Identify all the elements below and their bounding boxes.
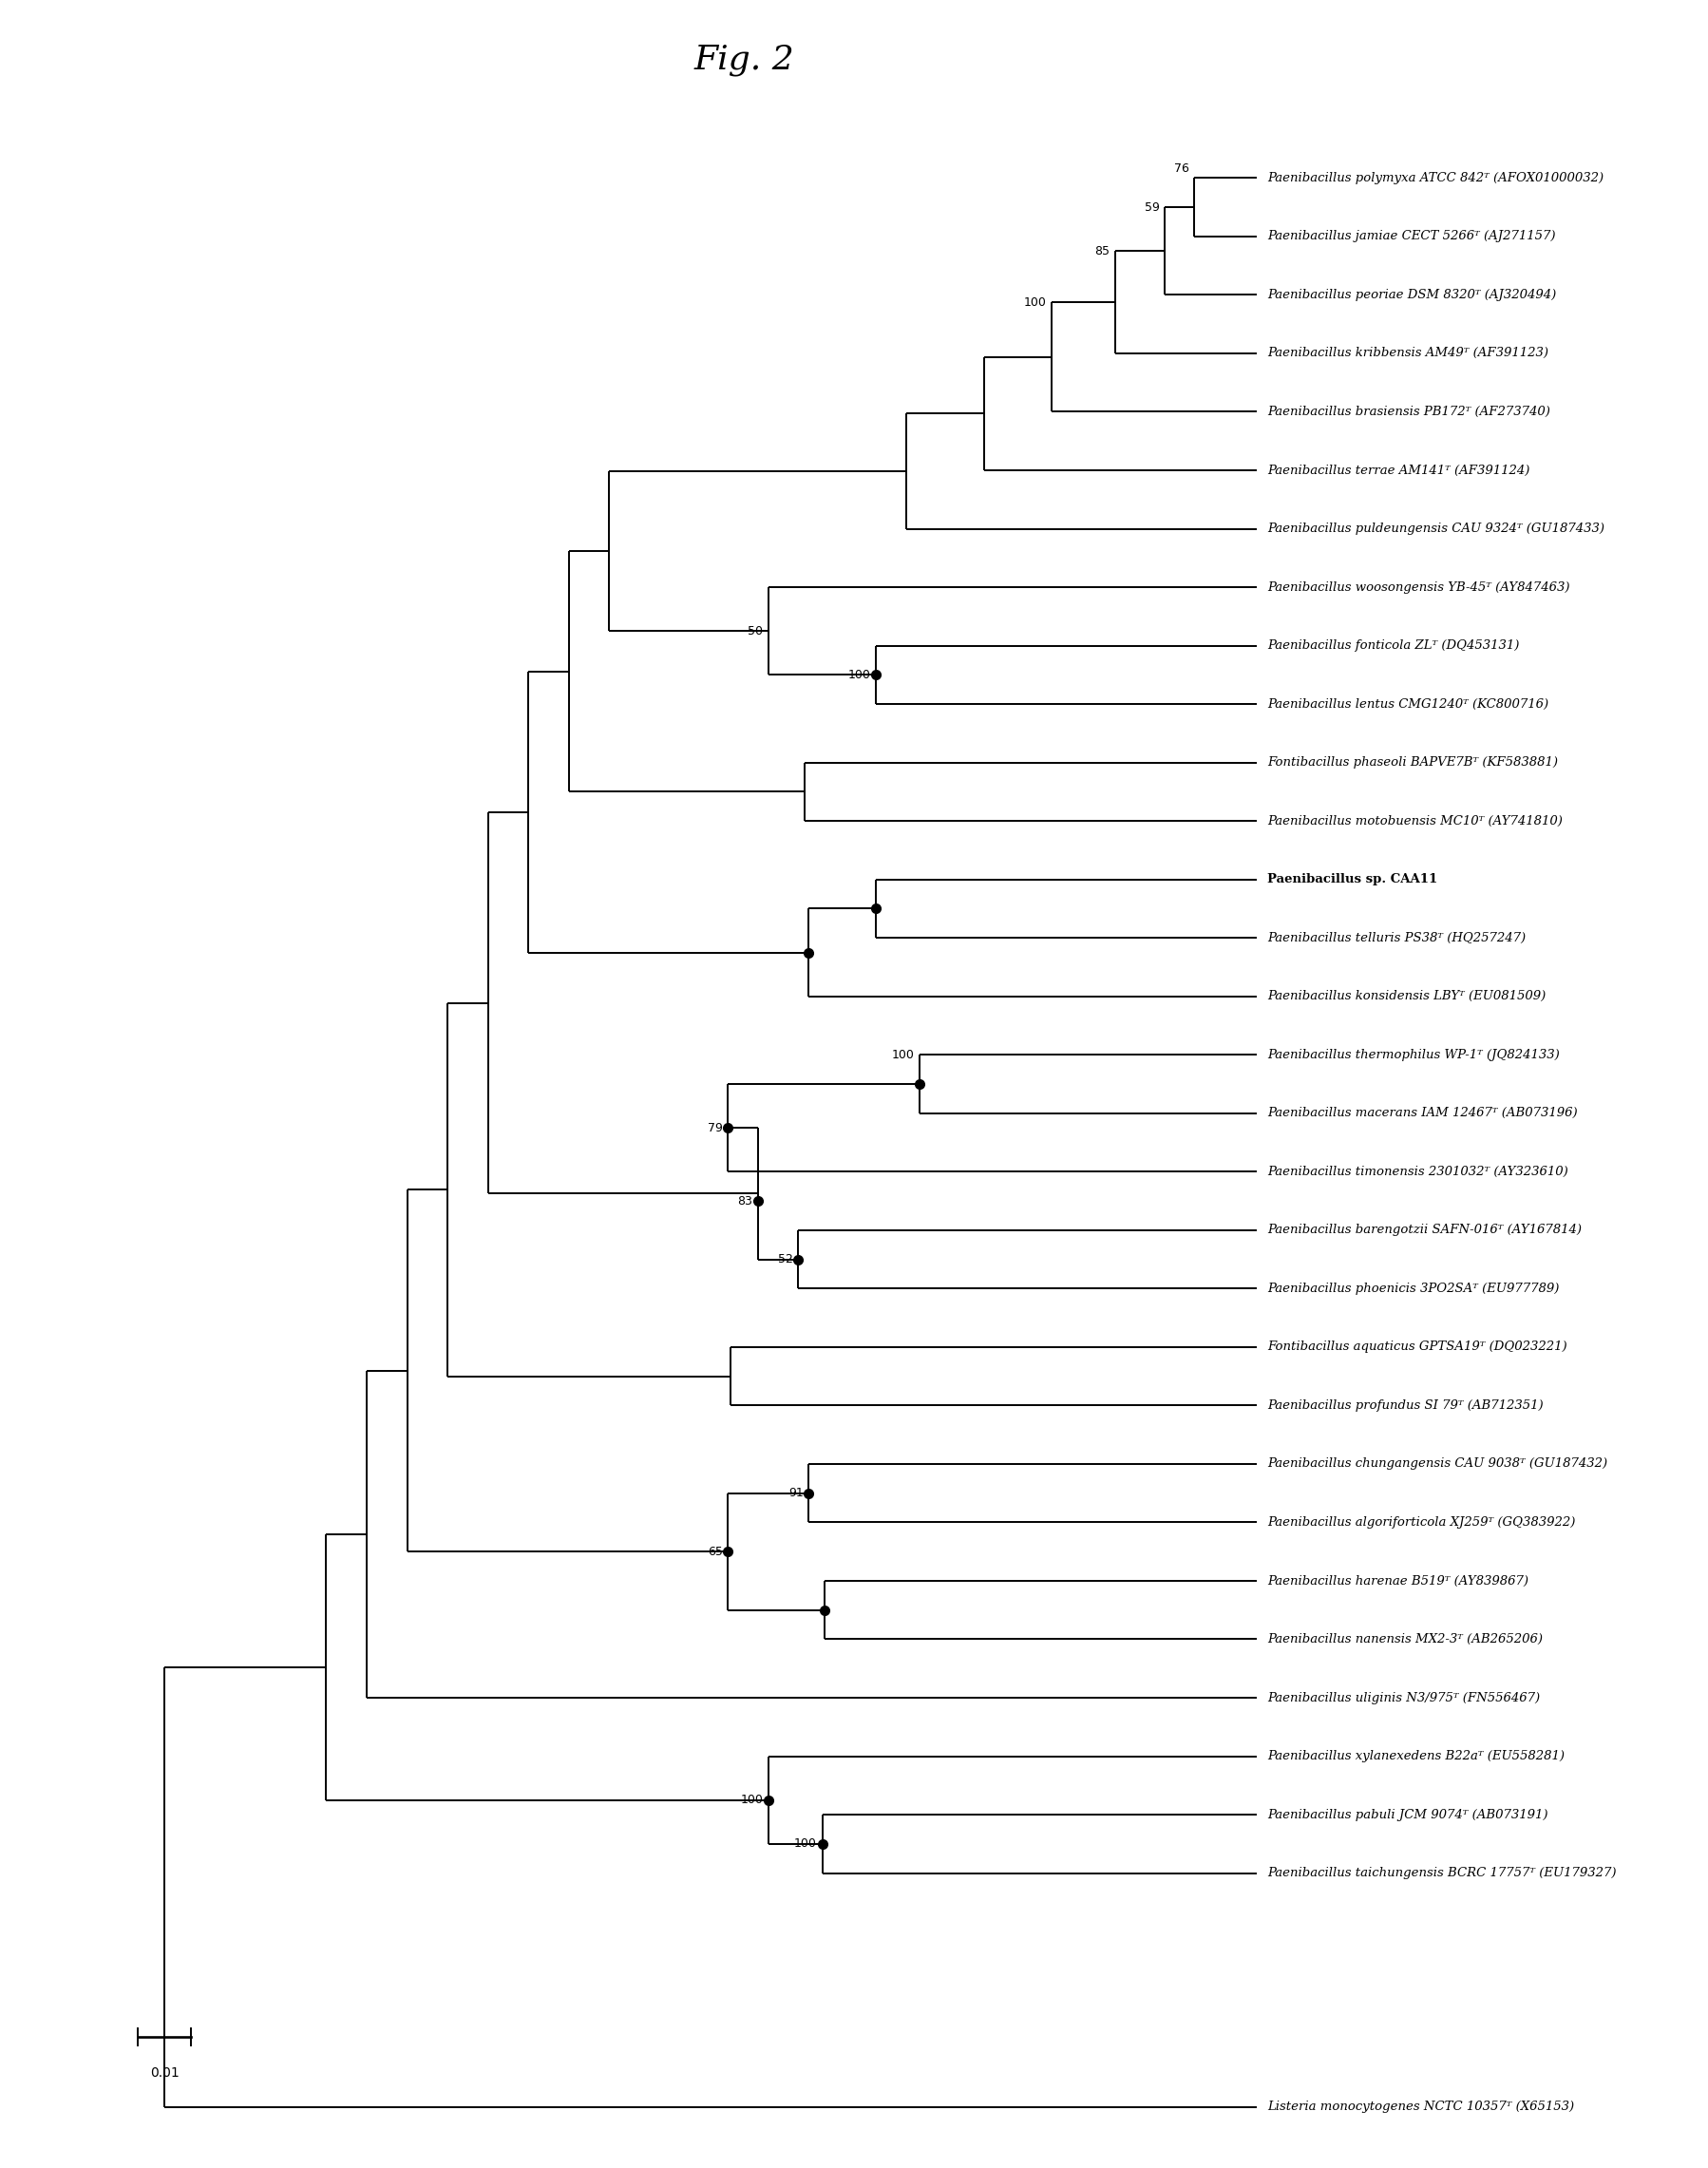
Text: Fontibacillus aquaticus GPTSA19ᵀ (DQ023221): Fontibacillus aquaticus GPTSA19ᵀ (DQ0232… (1266, 1340, 1566, 1353)
Text: Paenibacillus harenae B519ᵀ (AY839867): Paenibacillus harenae B519ᵀ (AY839867) (1266, 1574, 1527, 1587)
Text: 100: 100 (740, 1793, 762, 1806)
Text: Paenibacillus thermophilus WP-1ᵀ (JQ824133): Paenibacillus thermophilus WP-1ᵀ (JQ8241… (1266, 1049, 1559, 1060)
Text: Paenibacillus telluris PS38ᵀ (HQ257247): Paenibacillus telluris PS38ᵀ (HQ257247) (1266, 932, 1525, 943)
Text: Paenibacillus macerans IAM 12467ᵀ (AB073196): Paenibacillus macerans IAM 12467ᵀ (AB073… (1266, 1108, 1576, 1119)
Text: Paenibacillus woosongensis YB-45ᵀ (AY847463): Paenibacillus woosongensis YB-45ᵀ (AY847… (1266, 581, 1570, 594)
Text: 76: 76 (1173, 163, 1189, 176)
Text: Paenibacillus barengotzii SAFN-016ᵀ (AY167814): Paenibacillus barengotzii SAFN-016ᵀ (AY1… (1266, 1225, 1580, 1236)
Text: 100: 100 (847, 668, 871, 681)
Text: Paenibacillus konsidensis LBYᵀ (EU081509): Paenibacillus konsidensis LBYᵀ (EU081509… (1266, 991, 1544, 1002)
Text: Fig. 2: Fig. 2 (693, 43, 794, 76)
Text: 50: 50 (748, 624, 762, 637)
Text: Paenibacillus terrae AM141ᵀ (AF391124): Paenibacillus terrae AM141ᵀ (AF391124) (1266, 464, 1529, 477)
Text: Paenibacillus xylanexedens B22aᵀ (EU558281): Paenibacillus xylanexedens B22aᵀ (EU5582… (1266, 1750, 1563, 1763)
Text: Paenibacillus puldeungensis CAU 9324ᵀ (GU187433): Paenibacillus puldeungensis CAU 9324ᵀ (G… (1266, 522, 1604, 535)
Text: Paenibacillus algoriforticola XJ259ᵀ (GQ383922): Paenibacillus algoriforticola XJ259ᵀ (GQ… (1266, 1515, 1575, 1528)
Text: Listeria monocytogenes NCTC 10357ᵀ (X65153): Listeria monocytogenes NCTC 10357ᵀ (X651… (1266, 2101, 1573, 2114)
Text: 79: 79 (707, 1121, 722, 1134)
Text: Paenibacillus brasiensis PB172ᵀ (AF273740): Paenibacillus brasiensis PB172ᵀ (AF27374… (1266, 405, 1549, 418)
Text: Paenibacillus uliginis N3/975ᵀ (FN556467): Paenibacillus uliginis N3/975ᵀ (FN556467… (1266, 1691, 1539, 1704)
Text: 83: 83 (736, 1195, 752, 1208)
Text: Paenibacillus kribbensis AM49ᵀ (AF391123): Paenibacillus kribbensis AM49ᵀ (AF391123… (1266, 347, 1547, 360)
Text: Paenibacillus phoenicis 3PO2SAᵀ (EU977789): Paenibacillus phoenicis 3PO2SAᵀ (EU97778… (1266, 1283, 1558, 1294)
Text: 59: 59 (1144, 202, 1158, 212)
Text: Paenibacillus chungangensis CAU 9038ᵀ (GU187432): Paenibacillus chungangensis CAU 9038ᵀ (G… (1266, 1457, 1607, 1470)
Text: 52: 52 (777, 1253, 793, 1266)
Text: 100: 100 (892, 1049, 914, 1060)
Text: 0.01: 0.01 (150, 2066, 179, 2079)
Text: Paenibacillus nanensis MX2-3ᵀ (AB265206): Paenibacillus nanensis MX2-3ᵀ (AB265206) (1266, 1633, 1542, 1646)
Text: Paenibacillus lentus CMG1240ᵀ (KC800716): Paenibacillus lentus CMG1240ᵀ (KC800716) (1266, 698, 1547, 711)
Text: Paenibacillus motobuensis MC10ᵀ (AY741810): Paenibacillus motobuensis MC10ᵀ (AY74181… (1266, 815, 1561, 828)
Text: Fontibacillus phaseoli BAPVE7Bᵀ (KF583881): Fontibacillus phaseoli BAPVE7Bᵀ (KF58388… (1266, 757, 1558, 770)
Text: Paenibacillus timonensis 2301032ᵀ (AY323610): Paenibacillus timonensis 2301032ᵀ (AY323… (1266, 1166, 1568, 1177)
Text: 85: 85 (1093, 245, 1108, 258)
Text: Paenibacillus taichungensis BCRC 17757ᵀ (EU179327): Paenibacillus taichungensis BCRC 17757ᵀ … (1266, 1867, 1616, 1880)
Text: 91: 91 (787, 1487, 803, 1500)
Text: 65: 65 (707, 1546, 722, 1559)
Text: Paenibacillus fonticola ZLᵀ (DQ453131): Paenibacillus fonticola ZLᵀ (DQ453131) (1266, 640, 1518, 653)
Text: Paenibacillus jamiae CECT 5266ᵀ (AJ271157): Paenibacillus jamiae CECT 5266ᵀ (AJ27115… (1266, 230, 1554, 243)
Text: Paenibacillus peoriae DSM 8320ᵀ (AJ320494): Paenibacillus peoriae DSM 8320ᵀ (AJ32049… (1266, 288, 1556, 301)
Text: Paenibacillus polymyxa ATCC 842ᵀ (AFOX01000032): Paenibacillus polymyxa ATCC 842ᵀ (AFOX01… (1266, 171, 1602, 184)
Text: 100: 100 (794, 1838, 816, 1849)
Text: Paenibacillus profundus SI 79ᵀ (AB712351): Paenibacillus profundus SI 79ᵀ (AB712351… (1266, 1398, 1542, 1411)
Text: 100: 100 (1023, 297, 1045, 308)
Text: Paenibacillus sp. CAA11: Paenibacillus sp. CAA11 (1266, 874, 1436, 885)
Text: Paenibacillus pabuli JCM 9074ᵀ (AB073191): Paenibacillus pabuli JCM 9074ᵀ (AB073191… (1266, 1808, 1547, 1821)
